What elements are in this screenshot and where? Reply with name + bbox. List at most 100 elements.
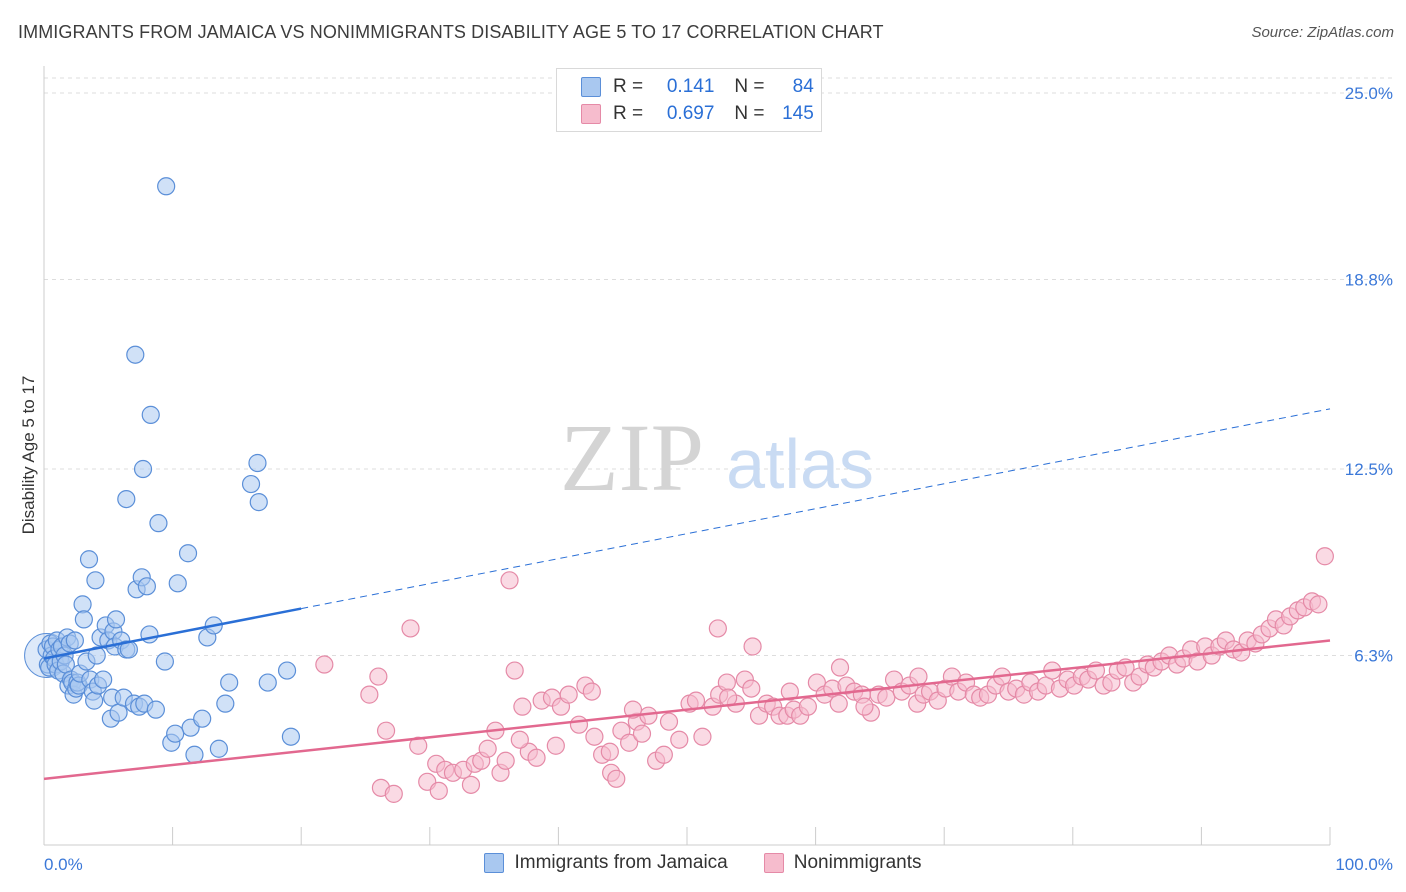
nonimmigrant-point [546, 736, 565, 755]
nonimmigrant-point [600, 742, 619, 761]
nonimmigrant-point [569, 715, 589, 734]
legend-n-value-nonimmigrants: 145 [782, 103, 814, 124]
nonimmigrant-point [505, 661, 524, 680]
jamaica-point [193, 709, 212, 728]
jamaica-point [86, 571, 105, 590]
nonimmigrant-point [1315, 547, 1334, 566]
jamaica-point [74, 610, 93, 629]
y-tick-label: 12.5% [1345, 460, 1393, 479]
nonimmigrant-point [409, 736, 428, 755]
jamaica-point [109, 703, 128, 722]
jamaica-point [146, 700, 165, 719]
legend-r-value-nonimmigrants: 0.697 [666, 103, 715, 124]
legend-swatch-blue [581, 77, 601, 97]
series-legend: Immigrants from Jamaica Nonimmigrants [0, 852, 1406, 874]
legend-item-nonimmigrants: Nonimmigrants [763, 852, 922, 874]
nonimmigrant-point [401, 619, 420, 638]
axes [43, 66, 1331, 846]
legend-swatch-pink [763, 853, 784, 873]
nonimmigrant-point [559, 685, 578, 704]
nonimmigrant-point [500, 571, 519, 590]
legend-label-nonimmigrants: Nonimmigrants [793, 852, 922, 873]
y-axis-label: Disability Age 5 to 17 [19, 376, 38, 535]
nonimmigrant-point [496, 751, 515, 770]
jamaica-point [117, 489, 136, 509]
jamaica-point [220, 673, 239, 692]
jamaica-point [155, 652, 174, 671]
nonimmigrant-point [798, 697, 817, 716]
watermark-zip: ZIP [560, 404, 704, 511]
jamaica-trend-extension [301, 408, 1331, 610]
watermark-atlas: atlas [726, 425, 874, 503]
nonimmigrant-point [659, 712, 679, 731]
jamaica-point [141, 405, 160, 424]
legend-n-value-jamaica: 84 [792, 76, 814, 97]
nonimmigrant-point [830, 658, 850, 677]
nonimmigrant-point [585, 727, 604, 746]
jamaica-point [249, 493, 268, 512]
y-tick-label: 6.3% [1354, 647, 1393, 666]
watermark: ZIP atlas [560, 404, 874, 511]
nonimmigrant-point [829, 694, 848, 713]
jamaica-trend-line [43, 607, 302, 660]
legend-n-label: N = [734, 76, 765, 97]
nonimmigrant-point [693, 727, 712, 746]
jamaica-point [241, 474, 261, 494]
jamaica-point [281, 727, 301, 746]
legend-item-jamaica: Immigrants from Jamaica [484, 852, 728, 874]
jamaica-point [209, 739, 228, 758]
jamaica-point [277, 661, 297, 680]
nonimmigrant-point [632, 724, 652, 743]
nonimmigrant-point [686, 691, 706, 710]
trend-lines [43, 408, 1331, 781]
jamaica-point [178, 544, 198, 563]
legend-swatch-blue [484, 853, 505, 873]
jamaica-point [157, 177, 176, 196]
legend-r-label: R = [613, 103, 644, 124]
jamaica-point [133, 459, 153, 479]
x-tick-label: 100.0% [1335, 855, 1393, 874]
nonimmigrant-point [742, 679, 761, 698]
nonimmigrant-point [478, 739, 497, 758]
jamaica-point [85, 691, 104, 710]
legend-r-value-jamaica: 0.141 [666, 76, 715, 97]
jamaica-point [126, 345, 145, 364]
source-label: Source: ZipAtlas.com [1251, 24, 1394, 41]
legend-row-jamaica: R = 0.141 N = 84 [581, 75, 814, 99]
nonimmigrant-point [708, 619, 727, 638]
nonimmigrant-point [670, 730, 689, 749]
y-tick-label: 25.0% [1345, 84, 1393, 103]
legend-r-label: R = [613, 76, 644, 97]
nonimmigrant-point [510, 730, 529, 749]
nonimmigrant-point [582, 682, 601, 701]
nonimmigrant-point [369, 667, 388, 686]
jamaica-points [24, 177, 301, 764]
jamaica-point [185, 745, 204, 764]
nonimmigrants-points [315, 547, 1334, 803]
nonimmigrant-point [461, 775, 481, 794]
jamaica-point [137, 577, 156, 596]
nonimmigrant-point [360, 685, 379, 704]
nonimmigrant-point [376, 721, 396, 740]
jamaica-point [79, 550, 99, 569]
legend-label-jamaica: Immigrants from Jamaica [514, 852, 728, 873]
y-tick-label: 18.8% [1345, 271, 1393, 290]
stats-legend: R = 0.141 N = 84 R = 0.697 N = 145 [556, 68, 822, 132]
legend-row-nonimmigrants: R = 0.697 N = 145 [581, 102, 814, 126]
nonimmigrant-point [384, 784, 403, 803]
jamaica-point [106, 610, 126, 629]
jamaica-point [149, 514, 168, 533]
nonimmigrant-trend-line [43, 639, 1331, 781]
nonimmigrant-point [909, 667, 928, 686]
nonimmigrant-point [607, 769, 626, 788]
nonimmigrant-point [429, 781, 448, 800]
jamaica-point [216, 694, 235, 713]
legend-n-label: N = [734, 103, 765, 124]
nonimmigrant-point [620, 733, 639, 752]
nonimmigrant-point [1309, 595, 1328, 614]
jamaica-point [168, 574, 187, 593]
jamaica-point [73, 595, 92, 614]
tick-labels: 6.3% 12.5% 18.8% 25.0% 0.0% 100.0% [44, 84, 1393, 874]
nonimmigrant-point [654, 745, 673, 764]
